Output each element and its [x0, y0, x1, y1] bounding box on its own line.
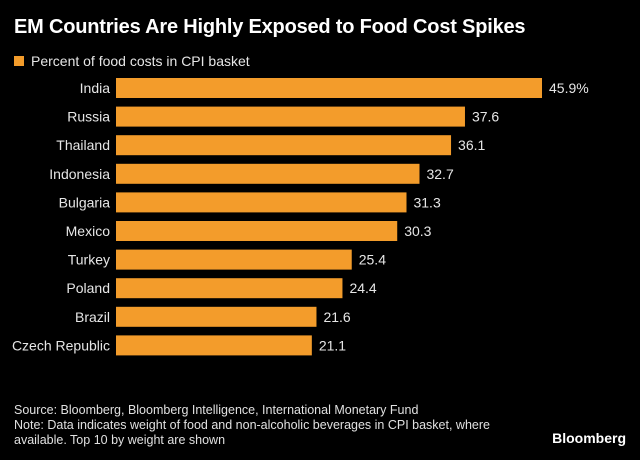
data-label: 31.3: [413, 194, 440, 210]
category-label: Indonesia: [49, 166, 110, 182]
legend: Percent of food costs in CPI basket: [14, 53, 250, 69]
bar: [116, 221, 398, 241]
bar: [116, 163, 420, 184]
category-label: Russia: [67, 109, 110, 125]
data-label: 45.9%: [549, 80, 589, 96]
category-label: Thailand: [56, 137, 110, 153]
bar-chart: India 45.9% Russia 37.6 Thailand 36.1 Indonesi…: [12, 78, 589, 356]
category-label: Poland: [66, 280, 110, 296]
legend-swatch: [14, 56, 24, 66]
bar: [116, 278, 343, 299]
data-label: 25.4: [359, 252, 386, 268]
data-label: 37.6: [472, 109, 499, 125]
bar: [116, 306, 317, 327]
footer: Source: Bloomberg, Bloomberg Intelligenc…: [14, 403, 534, 448]
category-label: Brazil: [75, 309, 110, 325]
source-note: Source: Bloomberg, Bloomberg Intelligenc…: [14, 403, 419, 417]
bloomberg-logo: Bloomberg: [552, 430, 626, 446]
bar: [116, 106, 465, 127]
legend-label: Percent of food costs in CPI basket: [31, 53, 250, 69]
bar: [116, 249, 352, 270]
data-label: 36.1: [458, 137, 485, 153]
category-label: Bulgaria: [59, 194, 111, 210]
category-label: Turkey: [68, 252, 110, 268]
bar: [116, 192, 407, 213]
category-label: Mexico: [66, 223, 111, 239]
data-note: Note: Data indicates weight of food and …: [14, 418, 490, 447]
data-label: 32.7: [426, 166, 453, 182]
bar: [116, 335, 312, 356]
data-label: 30.3: [404, 223, 431, 239]
category-label: India: [80, 80, 111, 96]
chart-title: EM Countries Are Highly Exposed to Food …: [14, 16, 526, 38]
category-label: Czech Republic: [12, 337, 110, 353]
data-label: 21.6: [323, 309, 350, 325]
data-label: 21.1: [319, 337, 346, 353]
bar: [116, 135, 452, 156]
data-label: 24.4: [349, 280, 376, 296]
bar: [116, 78, 542, 98]
